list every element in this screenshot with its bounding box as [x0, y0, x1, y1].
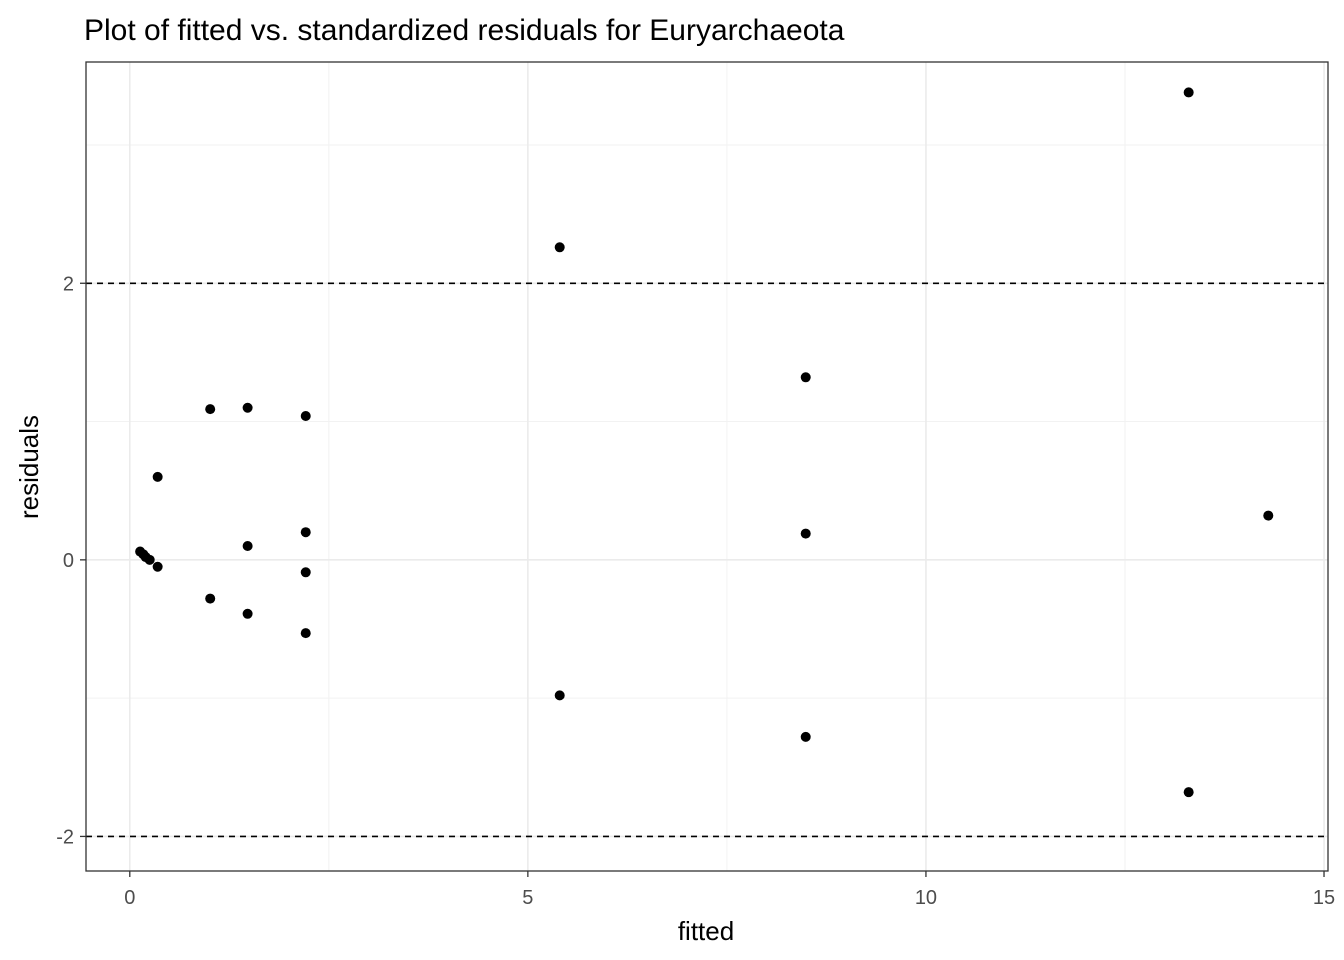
data-point — [152, 561, 163, 572]
x-tick-label: 15 — [1313, 887, 1335, 909]
data-point — [800, 731, 811, 742]
data-points — [135, 87, 1274, 798]
y-axis-label: residuals — [14, 415, 44, 519]
data-point — [1183, 787, 1194, 798]
reference-lines — [86, 282, 1328, 838]
data-point — [554, 242, 565, 253]
data-point — [242, 402, 253, 413]
y-tick-label: 0 — [63, 550, 74, 572]
y-tick-label: 2 — [63, 273, 74, 295]
data-point — [300, 567, 311, 578]
x-tick-label: 5 — [522, 887, 533, 909]
y-axis-ticks: -2 0 2 — [56, 273, 86, 848]
data-point — [144, 554, 155, 565]
data-point — [1183, 87, 1194, 98]
data-point — [242, 608, 253, 619]
data-point — [300, 411, 311, 422]
data-point — [242, 541, 253, 552]
x-axis-label: fitted — [678, 916, 734, 946]
chart-title: Plot of fitted vs. standardized residual… — [84, 14, 845, 47]
data-point — [152, 471, 163, 482]
data-point — [1263, 510, 1274, 521]
data-point — [300, 527, 311, 538]
data-point — [300, 628, 311, 639]
data-point — [554, 690, 565, 701]
x-tick-label: 0 — [124, 887, 135, 909]
grid-minor — [86, 62, 1328, 871]
data-point — [800, 528, 811, 539]
data-point — [205, 593, 216, 604]
x-tick-label: 10 — [915, 887, 937, 909]
y-tick-label: -2 — [56, 826, 74, 848]
panel-border — [85, 61, 1329, 872]
x-axis-ticks: 0 5 10 15 — [124, 871, 1335, 909]
data-point — [205, 404, 216, 415]
data-point — [800, 372, 811, 383]
